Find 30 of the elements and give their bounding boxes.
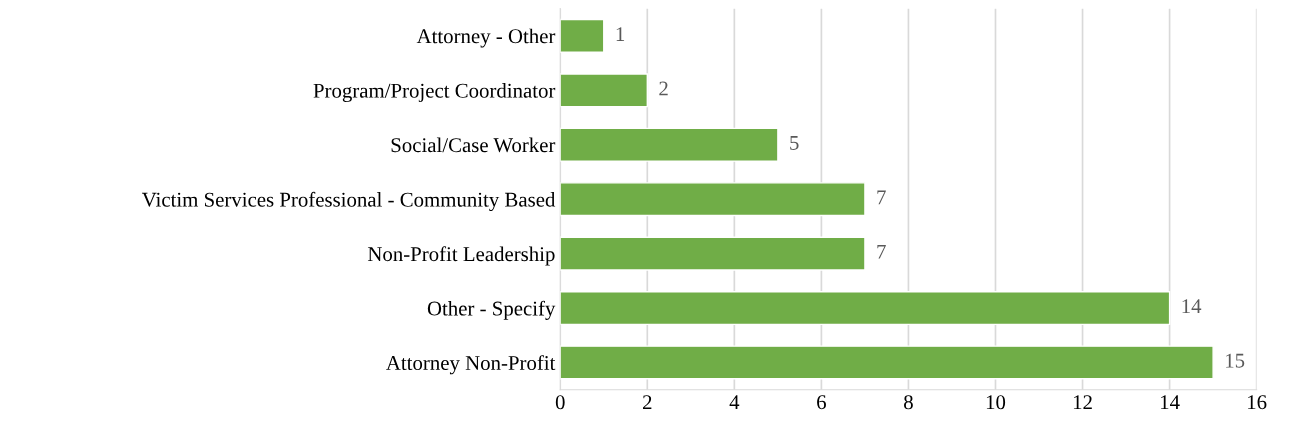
bar [560,18,605,53]
y-tick-label: Attorney Non-Profit [386,355,556,375]
data-label: 15 [1226,353,1245,368]
y-tick-label: Social/Case Worker [391,137,556,153]
data-label: 7 [877,244,886,259]
data-label: 2 [659,81,668,96]
data-label: 5 [790,136,799,150]
x-tick-label: 16 [1248,395,1267,410]
data-label: 7 [877,190,886,205]
x-tick-label: 6 [817,395,826,410]
bar [560,73,648,108]
x-tick-label: 12 [1073,395,1092,410]
data-label: 14 [1182,299,1202,314]
y-tick-label: Attorney - Other [416,28,556,48]
x-tick-label: 4 [729,395,740,410]
x-tick-label: 10 [986,395,1006,410]
data-label: 1 [616,27,625,41]
y-tick-label: Program/Project Coordinator [313,83,556,103]
bar [560,182,866,217]
bar [560,291,1171,326]
x-tick-label: 2 [643,395,652,410]
y-tick-label: Victim Services Professional - Community Based [141,191,556,212]
bar [560,236,866,271]
x-tick-label: 0 [555,395,565,410]
y-tick-label: Non-Profit Leadership [367,246,555,266]
bar [560,127,779,162]
bar [560,345,1214,380]
y-tick-label: Other - Specify [427,300,556,320]
x-tick-label: 14 [1161,395,1180,410]
x-tick-label: 8 [904,395,913,410]
